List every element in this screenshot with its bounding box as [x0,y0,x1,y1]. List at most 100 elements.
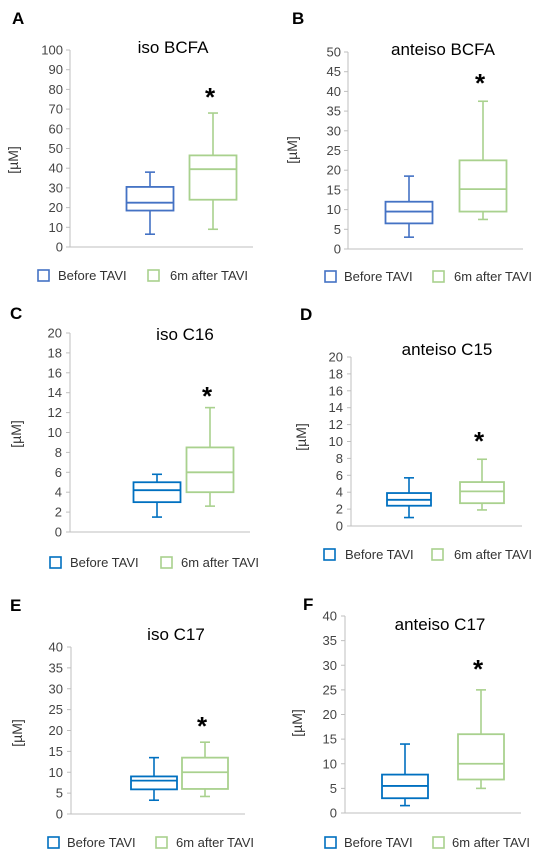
y-tick-label: 25 [323,682,337,697]
y-tick-label: 70 [49,102,63,117]
y-tick-label: 16 [329,383,343,398]
legend-label-before: Before TAVI [344,835,413,850]
y-tick-label: 6 [336,468,343,483]
iqr-box [458,159,508,213]
y-tick-label: 20 [49,723,63,738]
y-tick-label: 30 [323,658,337,673]
y-tick-label: 40 [49,640,63,655]
legend: Before TAVI 6m after TAVI [323,547,532,562]
box-before-tavi [386,477,432,519]
iqr-box [188,154,238,201]
legend: Before TAVI 6m after TAVI [324,835,530,850]
panel-letter: B [292,9,304,28]
y-tick-label: 35 [327,104,341,119]
y-tick-label: 16 [48,365,62,380]
y-tick-label: 40 [49,161,63,176]
y-tick-label: 15 [323,732,337,747]
y-tick-label: 45 [327,64,341,79]
y-axis-label: [µM] [5,146,21,174]
box-after-tavi [188,112,238,231]
y-tick-label: 6 [55,465,62,480]
y-tick-label: 50 [327,45,341,60]
y-tick-label: 15 [49,744,63,759]
y-tick-label: 20 [48,326,62,341]
y-tick-label: 30 [49,681,63,696]
panel-letter: D [300,305,312,324]
y-tick-label: 15 [327,182,341,197]
y-tick-label: 14 [329,400,343,415]
legend-label-before: Before TAVI [344,269,413,284]
legend-swatch-after [432,836,445,849]
y-tick-label: 30 [327,123,341,138]
y-tick-label: 60 [49,121,63,136]
y-tick-label: 40 [323,609,337,624]
box-before-tavi [130,756,178,802]
y-axis-label: [µM] [8,420,24,448]
iqr-box [185,446,235,494]
y-tick-label: 80 [49,82,63,97]
iqr-box [457,733,505,781]
chart-title: iso C16 [156,325,214,344]
y-tick-label: 5 [56,786,63,801]
y-axis-label: [µM] [289,709,305,737]
legend-label-after: 6m after TAVI [454,269,532,284]
legend-label-after: 6m after TAVI [452,835,530,850]
y-tick-label: 10 [49,765,63,780]
legend-swatch-after [160,556,173,569]
legend-swatch-before [47,836,60,849]
legend-swatch-before [37,269,50,282]
box-before-tavi [132,473,182,518]
legend-label-after: 6m after TAVI [170,268,248,283]
y-tick-label: 10 [327,202,341,217]
legend-label-before: Before TAVI [58,268,127,283]
y-tick-label: 20 [323,707,337,722]
legend-label-before: Before TAVI [345,547,414,562]
legend-swatch-before [323,548,336,561]
box-before-tavi [125,171,175,235]
y-axis-label: [µM] [284,136,300,164]
y-tick-label: 4 [55,485,62,500]
y-tick-label: 0 [56,240,63,255]
legend: Before TAVI 6m after TAVI [37,268,248,283]
box-before-tavi [384,175,434,238]
y-tick-label: 35 [49,660,63,675]
y-tick-label: 35 [323,633,337,648]
y-tick-label: 2 [336,502,343,517]
legend-swatch-before [49,556,62,569]
y-tick-label: 50 [49,141,63,156]
y-tick-label: 5 [334,222,341,237]
y-tick-label: 90 [49,62,63,77]
legend-label-before: Before TAVI [67,835,136,850]
chart-title: anteiso C17 [395,615,486,634]
y-tick-label: 0 [334,242,341,257]
y-tick-label: 20 [329,350,343,365]
y-tick-label: 8 [336,451,343,466]
significance-star: * [197,711,208,741]
legend: Before TAVI 6m after TAVI [324,269,532,284]
y-tick-label: 100 [41,43,63,58]
y-tick-label: 10 [323,756,337,771]
significance-star: * [474,426,485,456]
y-tick-label: 5 [330,781,337,796]
y-tick-label: 20 [327,163,341,178]
y-tick-label: 18 [48,345,62,360]
box-before-tavi [381,743,429,807]
legend-swatch-after [432,270,445,283]
significance-star: * [475,68,486,98]
y-axis-label: [µM] [293,423,309,451]
legend-swatch-before [324,836,337,849]
legend-label-after: 6m after TAVI [454,547,532,562]
box-after-tavi [457,689,505,790]
y-tick-label: 10 [329,434,343,449]
box-after-tavi [459,458,505,511]
chart-title: iso C17 [147,625,205,644]
iqr-box [132,481,182,504]
y-tick-label: 8 [55,445,62,460]
legend-swatch-before [324,270,337,283]
legend: Before TAVI 6m after TAVI [47,835,254,850]
iqr-box [125,186,175,212]
y-tick-label: 40 [327,84,341,99]
